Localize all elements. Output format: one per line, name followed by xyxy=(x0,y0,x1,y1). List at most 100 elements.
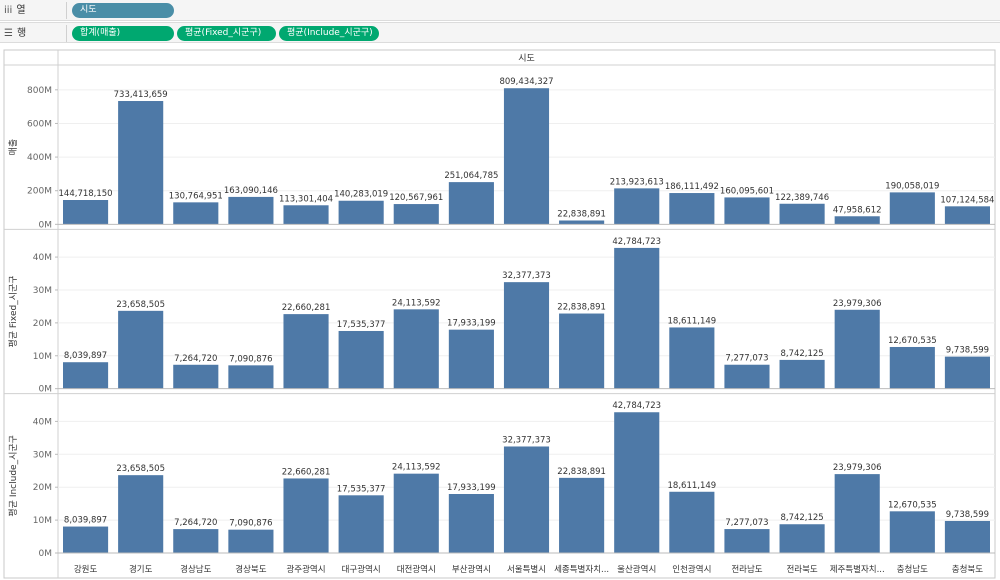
data-label: 24,113,592 xyxy=(392,463,441,473)
data-label: 8,039,897 xyxy=(64,351,107,361)
bar xyxy=(228,365,274,389)
data-label: 47,958,612 xyxy=(833,205,882,215)
bar xyxy=(669,193,715,225)
y-axis-title: 매출 xyxy=(8,139,19,156)
bar xyxy=(338,200,384,225)
x-tick-label: 경상남도 xyxy=(180,564,211,575)
data-label: 7,277,073 xyxy=(725,354,768,364)
data-label: 7,277,073 xyxy=(725,518,768,528)
y-tick-label: 800M xyxy=(27,86,52,96)
bar xyxy=(889,346,935,389)
bar xyxy=(448,182,494,225)
data-label: 160,095,601 xyxy=(720,186,774,196)
bar xyxy=(834,309,880,389)
data-label: 7,264,720 xyxy=(174,518,217,528)
bar xyxy=(559,313,605,389)
data-label: 17,933,199 xyxy=(447,483,496,493)
y-tick-label: 0M xyxy=(39,220,53,230)
column-header: 시도 xyxy=(518,53,535,64)
data-label: 24,113,592 xyxy=(392,298,441,308)
bar xyxy=(228,196,274,225)
data-label: 130,764,951 xyxy=(169,191,223,201)
y-tick-label: 400M xyxy=(27,153,52,163)
y-tick-label: 40M xyxy=(33,253,52,263)
bar xyxy=(283,314,329,389)
y-tick-label: 10M xyxy=(33,352,52,362)
bar xyxy=(559,220,605,225)
bar xyxy=(393,309,439,389)
data-label: 186,111,492 xyxy=(665,182,719,192)
data-label: 190,058,019 xyxy=(885,181,939,191)
data-label: 42,784,723 xyxy=(612,401,661,411)
data-label: 17,535,377 xyxy=(337,484,386,494)
bar xyxy=(724,529,770,553)
bar xyxy=(503,282,550,389)
bar xyxy=(559,477,605,553)
data-label: 7,264,720 xyxy=(174,354,217,364)
y-tick-label: 0M xyxy=(39,549,53,559)
columns-shelf: iii 열 시도 xyxy=(0,0,1000,21)
bar xyxy=(118,310,164,389)
x-tick-label: 부산광역시 xyxy=(452,564,491,575)
data-label: 23,979,306 xyxy=(833,299,882,309)
y-axis-title: 평균 Fixed_시군구 xyxy=(8,275,19,347)
rows-shelf-label: ☰ 행 xyxy=(4,23,26,44)
bar xyxy=(889,192,935,225)
data-label: 122,389,746 xyxy=(775,193,829,203)
data-label: 144,718,150 xyxy=(59,189,113,199)
bar xyxy=(669,491,715,553)
y-tick-label: 20M xyxy=(33,483,52,493)
bar xyxy=(779,359,825,389)
data-label: 8,742,125 xyxy=(780,513,823,523)
shelf-divider xyxy=(66,2,67,19)
bar xyxy=(614,247,660,389)
rows-icon: ☰ xyxy=(4,28,13,39)
data-label: 18,611,149 xyxy=(668,316,717,326)
y-tick-label: 30M xyxy=(33,450,52,460)
pill-avg-fixed[interactable]: 평균(Fixed_시군구) xyxy=(177,26,276,41)
bar-chart: 시도 0M 200M 400M 600M 800M 매출 144,718,150 733,413… xyxy=(3,49,996,579)
data-label: 18,611,149 xyxy=(668,481,717,491)
bar xyxy=(503,88,550,225)
bar xyxy=(228,529,274,553)
bar xyxy=(669,327,715,389)
bar xyxy=(889,511,935,553)
bar xyxy=(173,364,219,389)
y-tick-label: 0M xyxy=(39,385,53,395)
x-tick-label: 서울특별시 xyxy=(507,564,546,575)
x-tick-label: 경기도 xyxy=(129,564,153,575)
bar xyxy=(63,199,109,225)
bar xyxy=(448,329,494,389)
bar xyxy=(283,205,329,225)
data-label: 23,658,505 xyxy=(116,300,165,310)
bar xyxy=(779,203,825,225)
rows-shelf: ☰ 행 합계(매출) 평균(Fixed_시군구) 평균(Include_시군구) xyxy=(0,22,1000,43)
x-tick-label: 충청남도 xyxy=(897,565,928,575)
pill-avg-include[interactable]: 평균(Include_시군구) xyxy=(279,26,379,41)
bar xyxy=(503,446,550,553)
bar xyxy=(834,216,880,225)
bar xyxy=(338,330,384,389)
bar xyxy=(283,478,329,553)
data-label: 22,838,891 xyxy=(557,467,606,477)
y-axis-title: 평균 Include_시군구 xyxy=(8,435,19,517)
x-tick-label: 경상북도 xyxy=(235,564,266,575)
data-label: 140,283,019 xyxy=(334,190,388,200)
shelf-divider xyxy=(66,25,67,42)
data-label: 9,738,599 xyxy=(946,510,989,520)
bar xyxy=(614,412,660,553)
bar xyxy=(63,526,109,553)
bar xyxy=(779,524,825,553)
data-label: 23,979,306 xyxy=(833,463,882,473)
bar xyxy=(944,520,990,553)
pill-sum-sales[interactable]: 합계(매출) xyxy=(72,26,174,41)
bar xyxy=(63,362,109,389)
bar xyxy=(118,475,164,553)
bar xyxy=(338,495,384,553)
pill-sido[interactable]: 시도 xyxy=(72,3,174,18)
x-tick-label: 전라북도 xyxy=(786,564,817,575)
data-label: 32,377,373 xyxy=(502,435,551,445)
x-tick-label: 제주특별자치... xyxy=(830,564,885,575)
data-label: 22,660,281 xyxy=(282,303,331,313)
bar xyxy=(173,529,219,553)
